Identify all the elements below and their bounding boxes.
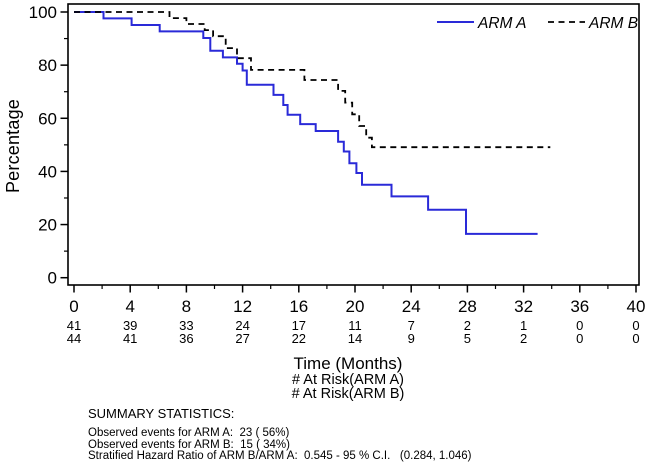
at-risk-value-arm-b: 14 (348, 331, 362, 346)
summary-title: SUMMARY STATISTICS: (88, 406, 235, 421)
survival-plot: 0204060801000414443941833361224271617222… (29, 3, 646, 346)
at-risk-value-arm-b: 27 (235, 331, 249, 346)
at-risk-value-arm-a: 33 (179, 318, 193, 333)
x-tick-label: 40 (627, 297, 646, 316)
y-tick-label: 80 (38, 56, 57, 75)
x-tick-label: 32 (514, 297, 533, 316)
x-tick-label: 12 (233, 297, 252, 316)
plot-frame (67, 3, 640, 286)
y-axis-title: Percentage (3, 98, 23, 194)
at-risk-value-arm-a: 7 (408, 318, 415, 333)
at-risk-value-arm-a: 2 (464, 318, 471, 333)
at-risk-caption-arm-b: # At Risk(ARM B) (291, 386, 405, 402)
at-risk-value-arm-b: 2 (520, 331, 527, 346)
at-risk-value-arm-a: 0 (576, 318, 583, 333)
x-axis-title: Time (Months) (293, 354, 403, 373)
summary-line-hazard-ratio: Stratified Hazard Ratio of ARM B/ARM A: … (88, 450, 472, 462)
at-risk-value-arm-a: 0 (632, 318, 639, 333)
x-tick-label: 20 (346, 297, 365, 316)
legend-label-arm-b: ARM B (588, 15, 638, 32)
x-tick-label: 28 (458, 297, 477, 316)
x-tick-label: 4 (125, 297, 134, 316)
y-tick-label: 0 (48, 269, 57, 288)
at-risk-value-arm-b: 22 (292, 331, 306, 346)
y-tick-label: 100 (29, 3, 57, 22)
at-risk-value-arm-a: 24 (235, 318, 249, 333)
x-tick-label: 0 (69, 297, 78, 316)
y-tick-label: 40 (38, 162, 57, 181)
at-risk-caption-arm-a: # At Risk(ARM A) (292, 372, 404, 388)
at-risk-value-arm-b: 0 (632, 331, 639, 346)
summary-line-events-arm-b: Observed events for ARM B: 15 ( 34%) (88, 438, 290, 451)
x-tick-label: 16 (289, 297, 308, 316)
x-tick-label: 8 (182, 297, 191, 316)
at-risk-value-arm-b: 0 (576, 331, 583, 346)
x-tick-label: 24 (402, 297, 421, 316)
at-risk-value-arm-a: 39 (123, 318, 137, 333)
at-risk-value-arm-b: 5 (464, 331, 471, 346)
at-risk-value-arm-b: 44 (67, 331, 81, 346)
at-risk-value-arm-a: 11 (348, 318, 362, 333)
x-tick-label: 36 (570, 297, 589, 316)
curve-arm-b (74, 11, 551, 149)
at-risk-value-arm-b: 9 (408, 331, 415, 346)
curve-arm-a (74, 11, 538, 235)
at-risk-value-arm-a: 17 (292, 318, 306, 333)
at-risk-value-arm-a: 1 (520, 318, 527, 333)
summary-line-events-arm-a: Observed events for ARM A: 23 ( 56%) (88, 427, 290, 439)
at-risk-value-arm-a: 41 (67, 318, 81, 333)
y-tick-label: 20 (38, 216, 57, 235)
legend-label-arm-a: ARM A (477, 15, 527, 32)
summary-statistics-block: SUMMARY STATISTICS: Observed events for … (88, 406, 472, 463)
at-risk-value-arm-b: 36 (179, 331, 193, 346)
y-tick-label: 60 (38, 109, 57, 128)
at-risk-value-arm-b: 41 (123, 331, 137, 346)
